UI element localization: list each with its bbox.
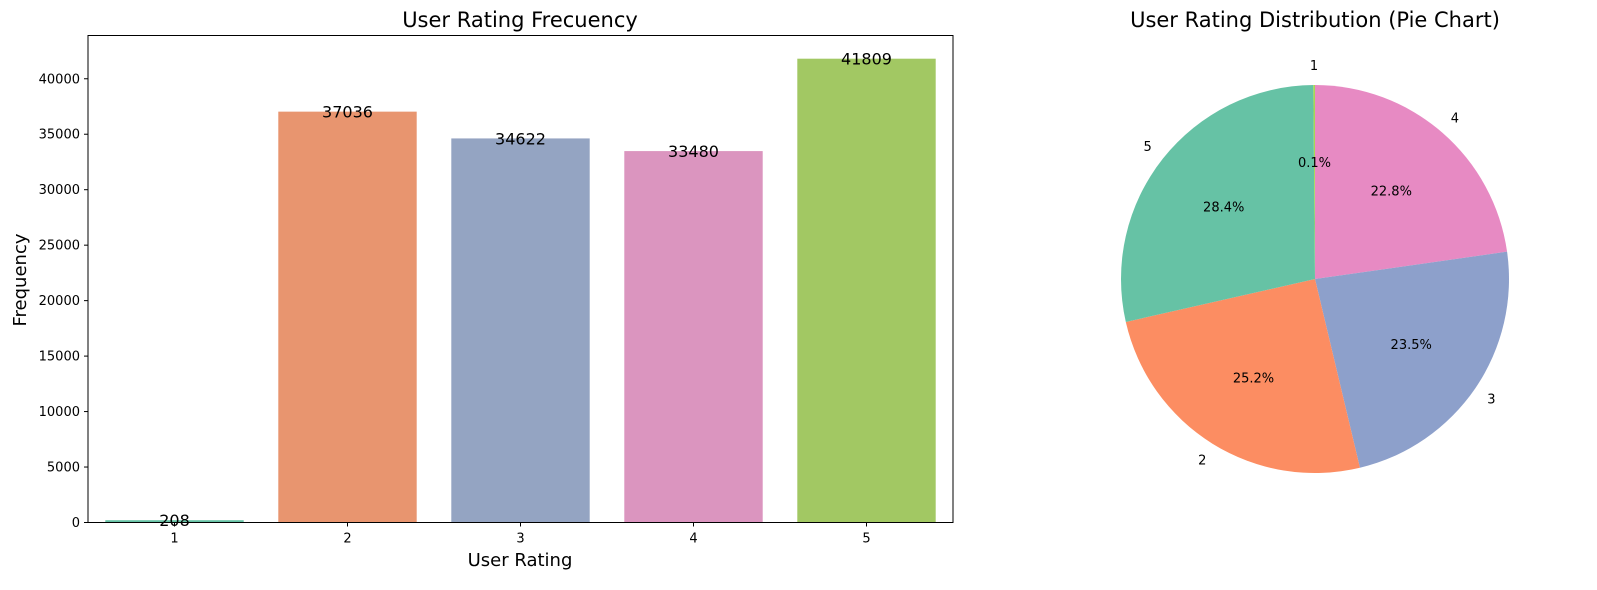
pie-pct-label: 23.5% xyxy=(1391,338,1432,353)
pie-chart-title: User Rating Distribution (Pie Chart) xyxy=(1130,8,1500,32)
y-tick-label: 40000 xyxy=(39,72,80,87)
y-tick-label: 20000 xyxy=(39,294,80,309)
pie-slice xyxy=(1315,85,1508,279)
x-axis-label: User Rating xyxy=(468,550,573,571)
y-tick-label: 0 xyxy=(72,516,80,531)
pie-pct-label: 25.2% xyxy=(1233,371,1274,386)
bar-value-label: 34622 xyxy=(495,129,546,148)
bar xyxy=(624,151,763,523)
y-tick-label: 30000 xyxy=(39,183,80,198)
y-tick-label: 25000 xyxy=(39,239,80,254)
x-tick-label: 5 xyxy=(862,532,870,547)
pie-slice xyxy=(1315,251,1510,468)
pie-pct-label: 0.1% xyxy=(1298,156,1331,171)
pie-marks: 4 22.8% 3 23.5% 2 25.2% 5 28.4% 1 0.1% xyxy=(1121,59,1510,473)
bar xyxy=(797,58,936,523)
bar-chart: User Rating Frecuency 208 37036 34622 33480… xyxy=(10,8,954,571)
bar xyxy=(105,520,244,523)
pie-pct-label: 22.8% xyxy=(1371,185,1412,200)
pie-slice-label: 4 xyxy=(1451,111,1459,126)
bar-marks: 208 37036 34622 33480 41809 xyxy=(105,50,936,530)
x-tick-label: 2 xyxy=(343,532,351,547)
x-tick-label: 4 xyxy=(689,532,697,547)
y-axis: 0 5000 10000 15000 20000 25000 30000 35000 40000 xyxy=(39,72,88,531)
pie-slice-label: 3 xyxy=(1487,393,1495,408)
pie-slice xyxy=(1125,279,1360,473)
pie-chart: User Rating Distribution (Pie Chart) 422… xyxy=(1121,8,1510,473)
pie-slice-label: 2 xyxy=(1198,454,1206,469)
bar xyxy=(278,111,417,523)
bar-value-label: 41809 xyxy=(841,50,892,69)
y-tick-label: 5000 xyxy=(47,461,80,476)
y-tick-label: 15000 xyxy=(39,350,80,365)
pie-slice xyxy=(1313,85,1315,279)
y-tick-label: 10000 xyxy=(39,405,80,420)
x-tick-label: 1 xyxy=(170,532,178,547)
bar-value-label: 37036 xyxy=(322,103,373,122)
pie-slice-label: 5 xyxy=(1144,140,1152,155)
bar xyxy=(451,138,590,523)
x-tick-label: 3 xyxy=(516,532,524,547)
pie-slice-label: 1 xyxy=(1310,59,1318,74)
bar-value-label: 208 xyxy=(159,511,190,530)
pie-pct-label: 28.4% xyxy=(1203,200,1244,215)
pie-slice xyxy=(1121,85,1315,322)
y-axis-label: Frequency xyxy=(10,233,31,326)
bar-value-label: 33480 xyxy=(668,142,719,161)
bar-chart-title: User Rating Frecuency xyxy=(402,8,638,32)
y-tick-label: 35000 xyxy=(39,128,80,143)
x-axis: 1 2 3 4 5 xyxy=(170,522,871,547)
